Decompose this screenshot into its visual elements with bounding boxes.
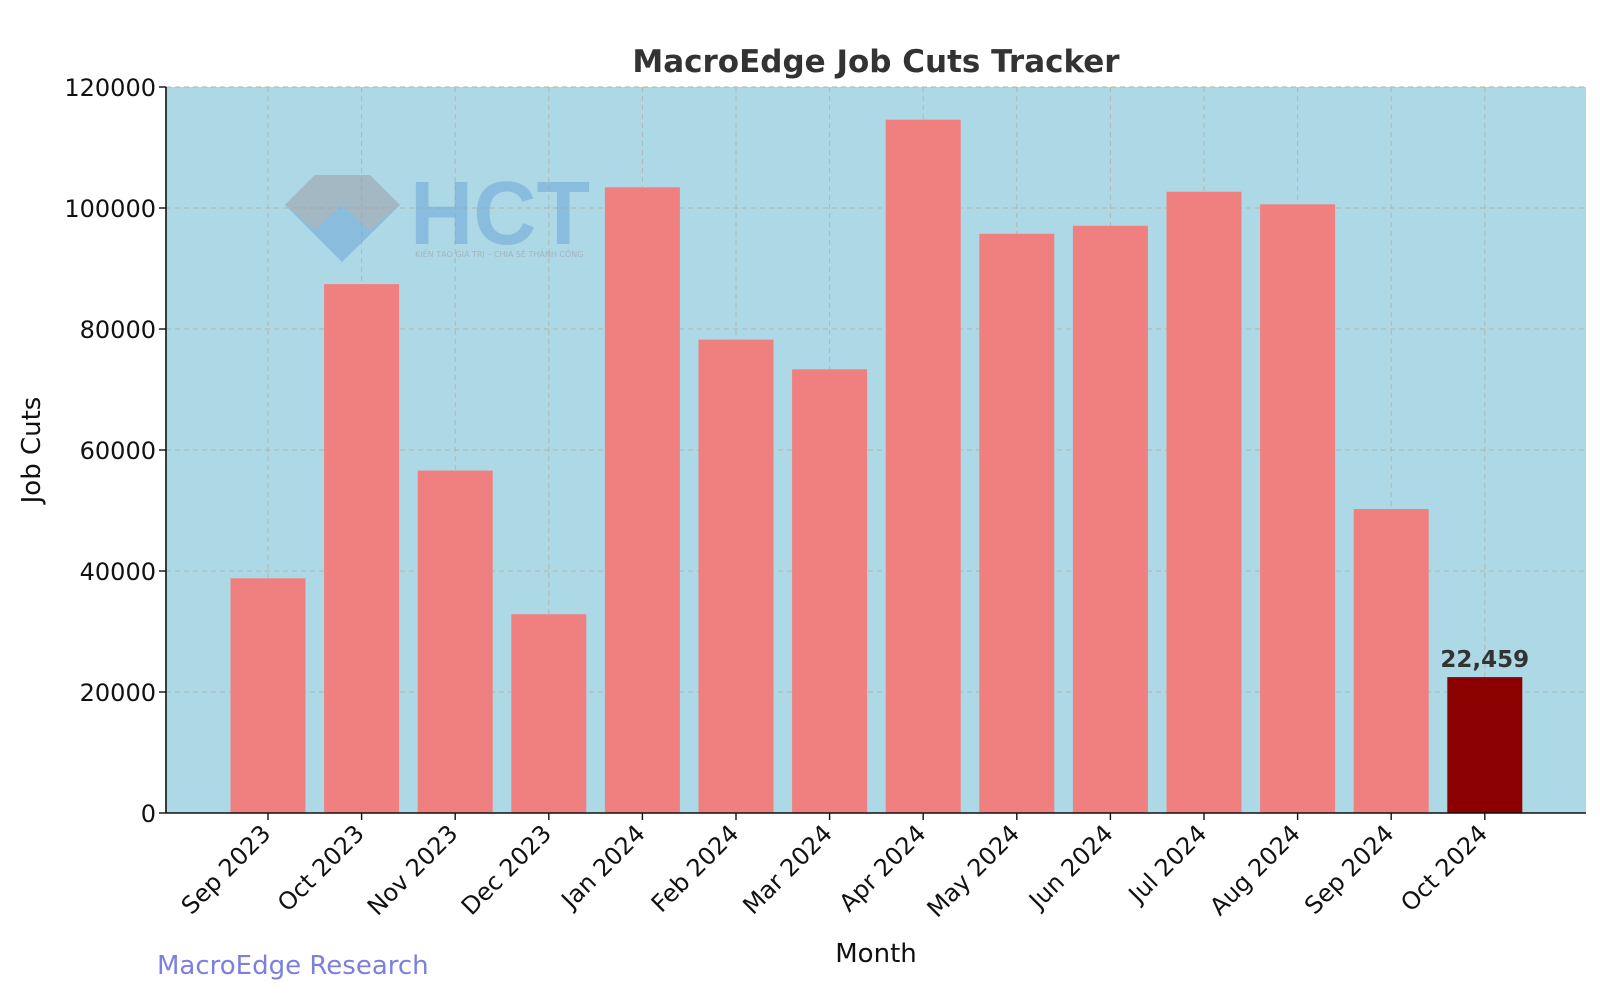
bars: 22,459: [230, 119, 1529, 814]
x-axis-title: Month: [835, 939, 917, 969]
hct-logo-facet-icon: [342, 175, 400, 230]
bar-highlighted: [1447, 677, 1523, 813]
x-tick-label: May 2024: [922, 819, 1025, 922]
bar: [698, 339, 774, 813]
bar: [885, 119, 961, 814]
bar: [417, 470, 493, 813]
bar: [1166, 191, 1242, 813]
axes: [159, 86, 1586, 820]
x-tick-label: Feb 2024: [646, 819, 744, 917]
hct-logo-text: HCT: [410, 164, 590, 264]
x-tick-label: Sep 2024: [1299, 819, 1399, 919]
y-tick-label: 100000: [64, 195, 156, 223]
hct-logo-facet-icon: [285, 175, 342, 230]
x-tick-label: Apr 2024: [834, 819, 932, 917]
y-tick-label: 80000: [80, 316, 156, 344]
chart-title: MacroEdge Job Cuts Tracker: [632, 44, 1120, 80]
bar: [324, 284, 400, 813]
highlight-data-label: 22,459: [1440, 647, 1529, 673]
x-tick-label: Jan 2024: [555, 819, 651, 915]
x-tick-label: Oct 2024: [1395, 819, 1493, 917]
hct-logo-tagline: KIẾN TẠO GIÁ TRỊ – CHIA SẺ THÀNH CÔNG: [415, 248, 584, 260]
x-tick-label: Sep 2023: [176, 819, 276, 919]
macroedge-research-watermark: MacroEdge Research: [157, 951, 429, 981]
bar: [511, 614, 587, 813]
x-tick-label: Oct 2023: [272, 819, 370, 917]
bar: [1260, 204, 1336, 813]
bar: [604, 187, 680, 813]
bar: [1072, 225, 1148, 814]
x-tick-label: Nov 2023: [362, 819, 464, 921]
bar: [1353, 508, 1429, 813]
x-tick-label: Mar 2024: [737, 819, 837, 919]
y-tick-label: 0: [141, 800, 156, 828]
bar: [792, 369, 868, 813]
bar: [230, 578, 306, 813]
y-tick-label: 40000: [80, 558, 156, 586]
x-tick-label: Jul 2024: [1122, 819, 1212, 909]
x-tick-label: Jun 2024: [1022, 819, 1118, 915]
x-tick-label: Aug 2024: [1204, 819, 1306, 921]
y-axis-title: Job Cuts: [17, 397, 47, 506]
y-tick-label: 20000: [80, 679, 156, 707]
hct-logo-watermark: HCT KIẾN TẠO GIÁ TRỊ – CHIA SẺ THÀNH CÔN…: [285, 164, 590, 264]
x-tick-label: Dec 2023: [456, 819, 557, 920]
hct-logo-facet-icon: [315, 175, 370, 205]
y-tick-label: 60000: [80, 437, 156, 465]
bar: [979, 233, 1055, 814]
y-tick-label: 120000: [64, 74, 156, 102]
